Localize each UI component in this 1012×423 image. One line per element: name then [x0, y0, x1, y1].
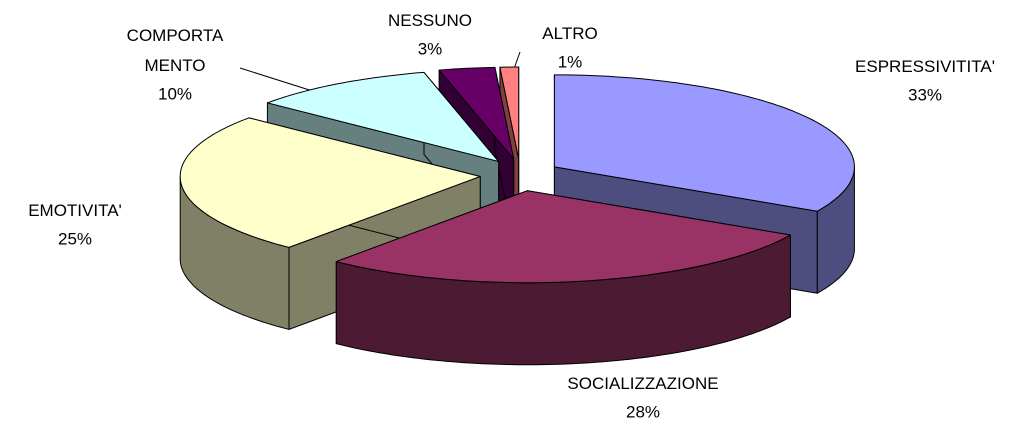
- value-label: 3%: [418, 39, 443, 58]
- value-label: 10%: [158, 84, 192, 103]
- value-label: 25%: [58, 229, 92, 248]
- slice-top: [553, 74, 855, 212]
- value-label: 33%: [908, 85, 942, 104]
- slice: [335, 190, 791, 366]
- category-label: COMPORTA MENTO: [127, 26, 224, 75]
- value-label: 28%: [626, 402, 660, 421]
- slice-top: [335, 190, 791, 284]
- category-label: SOCIALIZZAZIONE: [567, 374, 718, 393]
- value-label: 1%: [558, 52, 583, 71]
- leader-line: [239, 67, 323, 95]
- slice-top: [499, 66, 520, 160]
- category-label: NESSUNO: [388, 11, 472, 30]
- category-label: ESPRESSIVITITA': [855, 57, 995, 76]
- slice-top: [266, 71, 500, 162]
- category-label: ALTRO: [542, 24, 597, 43]
- slice-top: [438, 66, 515, 160]
- category-label: EMOTIVITA': [28, 201, 122, 220]
- slice-top: [179, 117, 481, 248]
